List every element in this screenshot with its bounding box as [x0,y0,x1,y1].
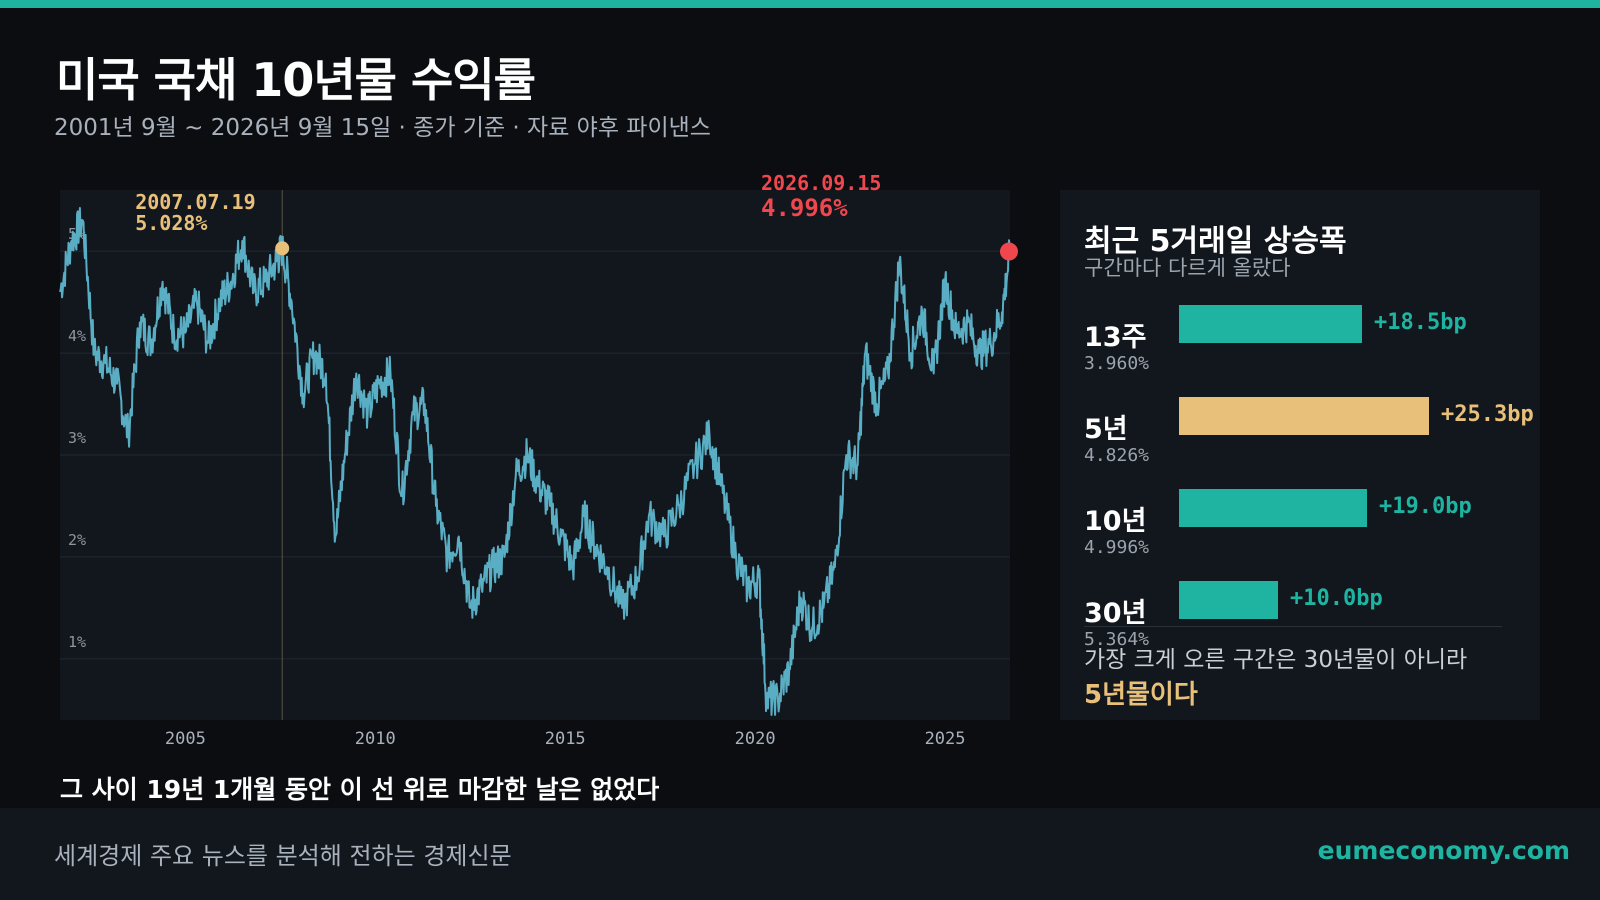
footer: 세계경제 주요 뉴스를 분석해 전하는 경제신문 eumeconomy.com [0,808,1600,900]
bp-row: 30년 5.364% +10.0bp [1084,581,1534,661]
bp-row-label: 5년 [1084,414,1128,445]
y-tick-label: 1% [68,633,86,651]
panel-note-highlight: 5년물이다 [1084,680,1198,710]
bp-bar-value: +10.0bp [1290,586,1383,611]
panel-subtitle: 구간마다 다르게 올랐다 [1084,256,1291,280]
panel-note: 가장 크게 오른 구간은 30년물이 아니라 [1084,647,1468,673]
chart-caption: 그 사이 19년 1개월 동안 이 선 위로 마감한 날은 없었다 [60,775,660,804]
bp-bar [1179,397,1429,435]
y-tick-label: 4% [68,327,86,345]
panel-divider [1084,626,1502,627]
peak-date-label: 2007.07.19 [135,190,255,214]
grid-lines [60,250,1010,660]
bp-bar [1179,581,1278,619]
y-tick-label: 2% [68,531,86,549]
bp-row-label: 30년 [1084,598,1147,629]
y-tick-label: 3% [68,429,86,447]
bp-bar [1179,305,1362,343]
bp-row-label: 10년 [1084,506,1147,537]
latest-date-label: 2026.09.15 [761,171,881,195]
x-tick-label: 2020 [735,729,776,749]
footer-site-link[interactable]: eumeconomy.com [1317,836,1570,865]
page-title: 미국 국채 10년물 수익률 [56,53,536,107]
bp-row-yield: 4.826% [1084,445,1150,466]
bp-row-yield: 4.996% [1084,537,1150,558]
x-tick-label: 2025 [925,729,966,749]
footer-tagline: 세계경제 주요 뉴스를 분석해 전하는 경제신문 [54,842,512,870]
x-tick-label: 2005 [165,729,206,749]
top-accent-bar [0,0,1600,8]
panel-title: 최근 5거래일 상승폭 [1084,224,1347,259]
bp-bar-value: +18.5bp [1374,310,1467,335]
series-line-10y [59,207,1011,716]
x-tick-labels: 2005 2010 2015 2020 2025 [165,729,966,749]
latest-point [1000,242,1018,261]
bp-row: 10년 4.996% +19.0bp [1084,489,1534,569]
x-tick-label: 2015 [545,729,586,749]
x-tick-label: 2010 [355,729,396,749]
bp-bar [1179,489,1367,527]
peak-point [275,241,290,256]
bp-bar-value: +25.3bp [1441,402,1534,427]
bp-row-yield: 3.960% [1084,353,1150,374]
page-subtitle: 2001년 9월 ~ 2026년 9월 15일 · 종가 기준 · 자료 야후 … [54,115,711,141]
latest-value-label: 4.996% [761,194,848,222]
peak-value-label: 5.028% [135,211,207,235]
bp-row-yield: 5.364% [1084,629,1150,650]
bp-row: 5년 4.826% +25.3bp [1084,397,1534,477]
bp-row: 13주 3.960% +18.5bp [1084,305,1534,385]
bp-change-panel: 최근 5거래일 상승폭 구간마다 다르게 올랐다 13주 3.960% +18.5b… [1060,190,1540,720]
bp-bar-value: +19.0bp [1379,494,1472,519]
bp-row-label: 13주 [1084,322,1147,353]
